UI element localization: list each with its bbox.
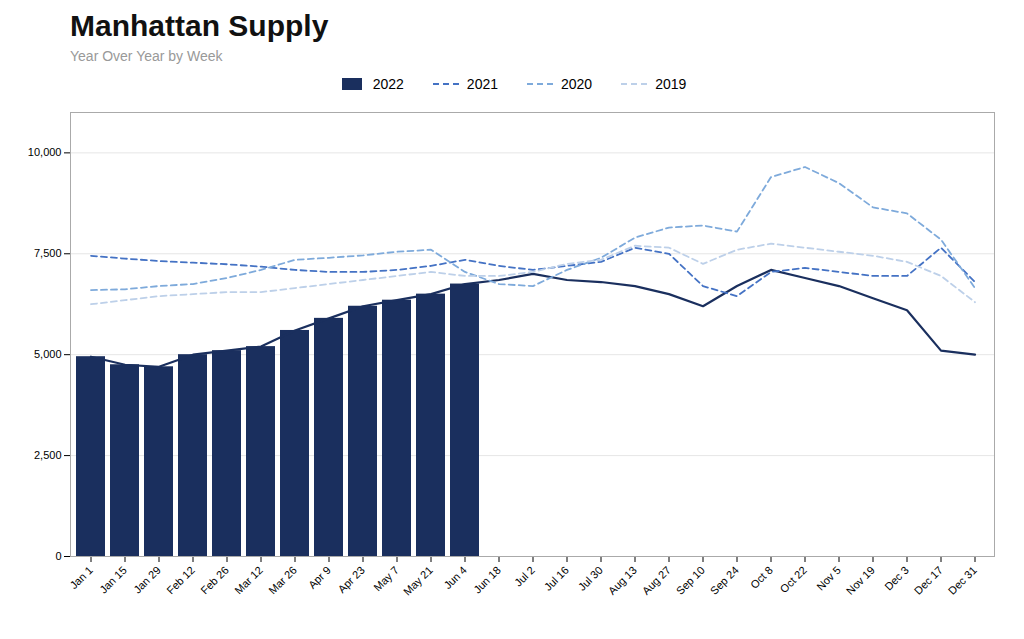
svg-text:May 7: May 7 xyxy=(371,564,401,594)
svg-text:Dec 3: Dec 3 xyxy=(882,564,911,593)
svg-text:Jul 16: Jul 16 xyxy=(542,564,571,593)
svg-text:Dec 31: Dec 31 xyxy=(946,564,979,597)
svg-text:Jul 30: Jul 30 xyxy=(576,564,605,593)
svg-text:Jan 15: Jan 15 xyxy=(97,564,129,596)
svg-text:Mar 26: Mar 26 xyxy=(266,564,299,597)
svg-text:Aug 27: Aug 27 xyxy=(640,564,673,597)
svg-text:May 21: May 21 xyxy=(401,564,435,598)
svg-text:5,000: 5,000 xyxy=(34,348,62,360)
svg-text:Jul 2: Jul 2 xyxy=(512,564,537,589)
svg-text:Oct 8: Oct 8 xyxy=(748,564,775,591)
svg-text:Jan 29: Jan 29 xyxy=(131,564,163,596)
svg-text:Nov 5: Nov 5 xyxy=(814,564,843,593)
svg-text:Apr 23: Apr 23 xyxy=(335,564,366,595)
html-text:2022: 2022 xyxy=(372,76,404,92)
svg-text:0: 0 xyxy=(55,550,61,562)
svg-text:Sep 10: Sep 10 xyxy=(674,564,707,597)
svg-text:Jun 18: Jun 18 xyxy=(471,564,503,596)
svg-text:Jan 1: Jan 1 xyxy=(67,564,95,592)
svg-text:Jun 4: Jun 4 xyxy=(441,564,469,592)
svg-text:10,000: 10,000 xyxy=(28,146,62,158)
svg-text:Feb 26: Feb 26 xyxy=(198,564,231,597)
svg-text:2,500: 2,500 xyxy=(34,449,62,461)
html-text:2019: 2019 xyxy=(655,76,687,92)
svg-text:Oct 22: Oct 22 xyxy=(778,564,809,595)
svg-text:Feb 12: Feb 12 xyxy=(164,564,197,597)
svg-text:Mar 12: Mar 12 xyxy=(232,564,265,597)
svg-text:Apr 9: Apr 9 xyxy=(306,564,333,591)
html-text:Manhattan Supply: Manhattan Supply xyxy=(70,9,329,42)
svg-text:Sep 24: Sep 24 xyxy=(708,564,741,597)
html-text:2020: 2020 xyxy=(561,76,593,92)
svg-text:Dec 17: Dec 17 xyxy=(912,564,945,597)
svg-text:Aug 13: Aug 13 xyxy=(606,564,639,597)
svg-text:7,500: 7,500 xyxy=(34,247,62,259)
html-text:2021: 2021 xyxy=(466,76,498,92)
svg-text:Nov 19: Nov 19 xyxy=(844,564,877,597)
html-text:Year Over Year by Week: Year Over Year by Week xyxy=(70,48,223,64)
